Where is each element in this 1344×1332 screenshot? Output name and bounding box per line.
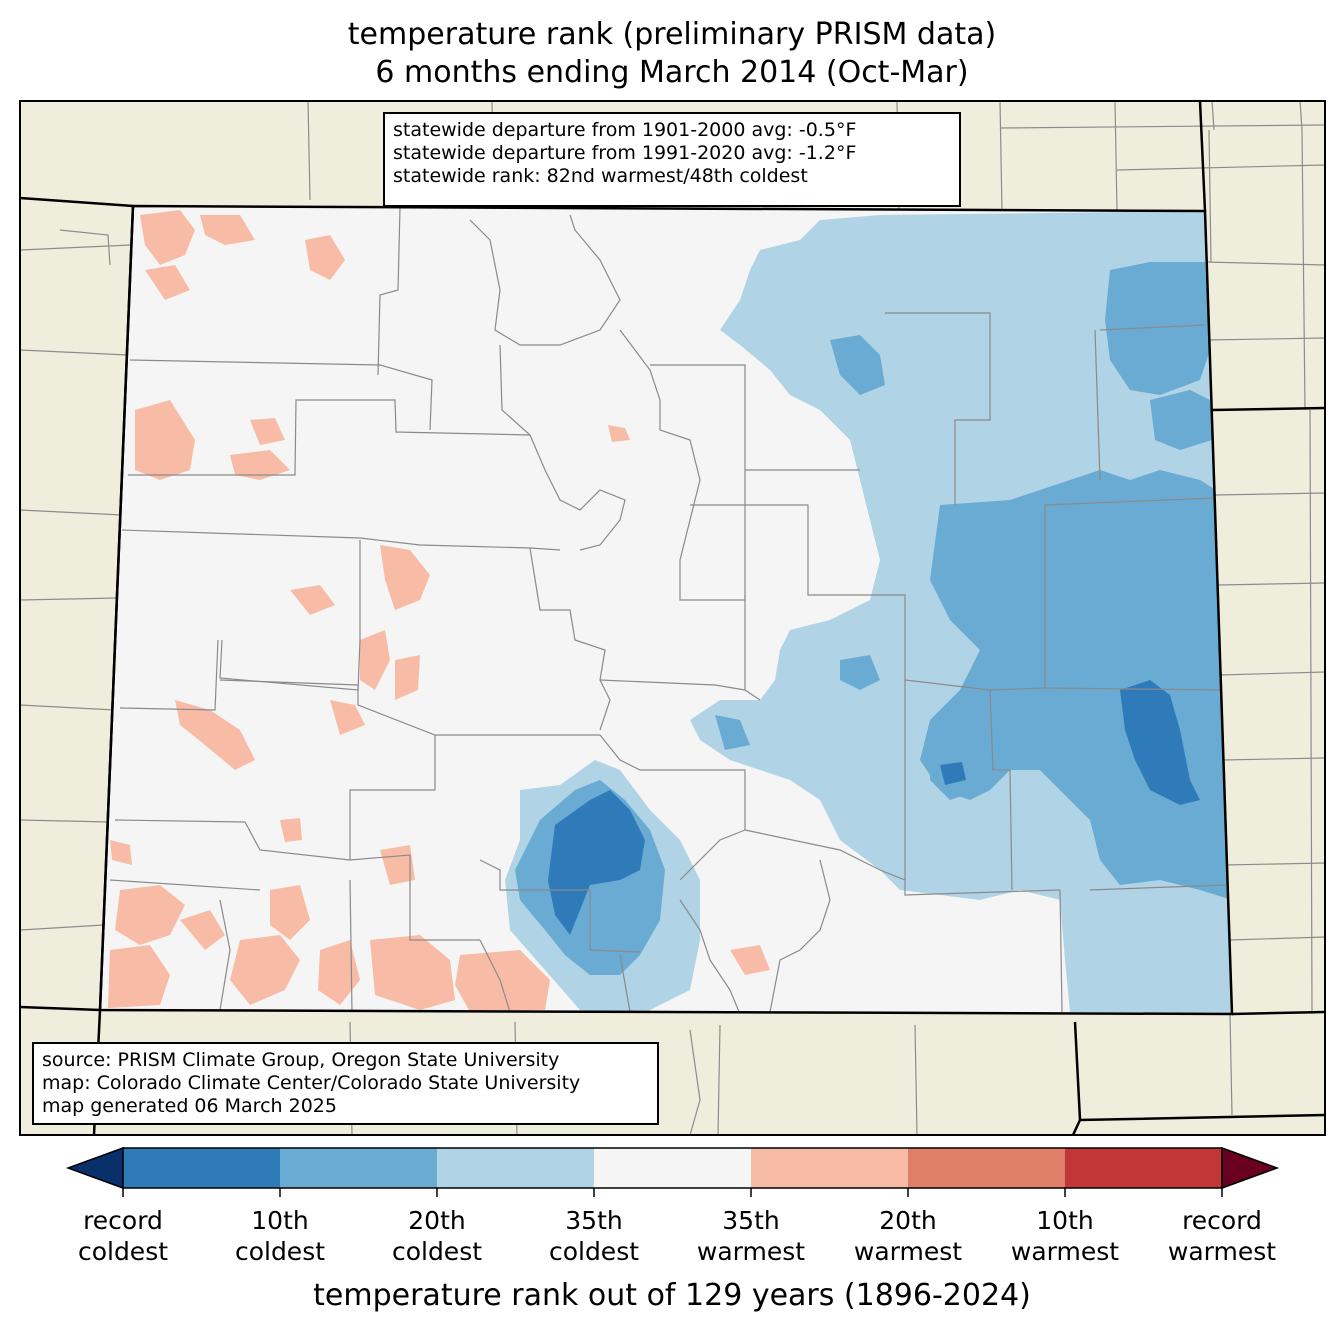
colorbar-label: temperature rank out of 129 years (1896-… xyxy=(313,1278,1031,1313)
statewide-rank: statewide rank: 82nd warmest/48th coldes… xyxy=(393,165,808,187)
source-box: source: PRISM Climate Group, Oregon Stat… xyxy=(32,1042,659,1125)
generated-date: map generated 06 March 2025 xyxy=(42,1095,337,1117)
colorbar-bin xyxy=(751,1148,908,1188)
colorbar-bin xyxy=(594,1148,751,1188)
map-title: temperature rank (preliminary PRISM data… xyxy=(347,17,997,52)
colorbar-tick-label: 20th coldest xyxy=(391,1206,483,1266)
colorbar-bin xyxy=(123,1148,280,1188)
colorbar-bin xyxy=(437,1148,594,1188)
departure-1991-2020: statewide departure from 1991-2020 avg: … xyxy=(393,142,857,164)
colorbar-tick-label: 35th coldest xyxy=(548,1206,640,1266)
map-subtitle: 6 months ending March 2014 (Oct-Mar) xyxy=(375,55,969,90)
map-credit: map: Colorado Climate Center/Colorado St… xyxy=(42,1072,581,1094)
rank-shading xyxy=(108,210,1232,1014)
colorbar-bin xyxy=(1065,1148,1222,1188)
colorbar-bin xyxy=(280,1148,437,1188)
colorbar-tick-label: 20th warmest xyxy=(853,1206,963,1266)
departure-1901-2000: statewide departure from 1901-2000 avg: … xyxy=(393,119,857,141)
state-boundaries xyxy=(20,101,1325,1135)
map-frame xyxy=(19,100,1326,1136)
colorbar-tick-label: 10th warmest xyxy=(1010,1206,1120,1266)
colorbar-tick-label: 35th warmest xyxy=(696,1206,806,1266)
colorbar-tick-label: record coldest xyxy=(77,1206,169,1266)
colorbar xyxy=(65,1146,1280,1197)
colorbar-extend-warm xyxy=(1221,1146,1280,1190)
source-credit: source: PRISM Climate Group, Oregon Stat… xyxy=(42,1049,560,1071)
colorbar-tick-label: record warmest xyxy=(1167,1206,1277,1266)
county-lines xyxy=(109,207,1226,1014)
colorbar-tick-label: 10th coldest xyxy=(234,1206,326,1266)
colorbar-bin xyxy=(908,1148,1065,1188)
statewide-info-box: statewide departure from 1901-2000 avg: … xyxy=(383,112,961,207)
colorbar-extend-cold xyxy=(65,1146,124,1190)
